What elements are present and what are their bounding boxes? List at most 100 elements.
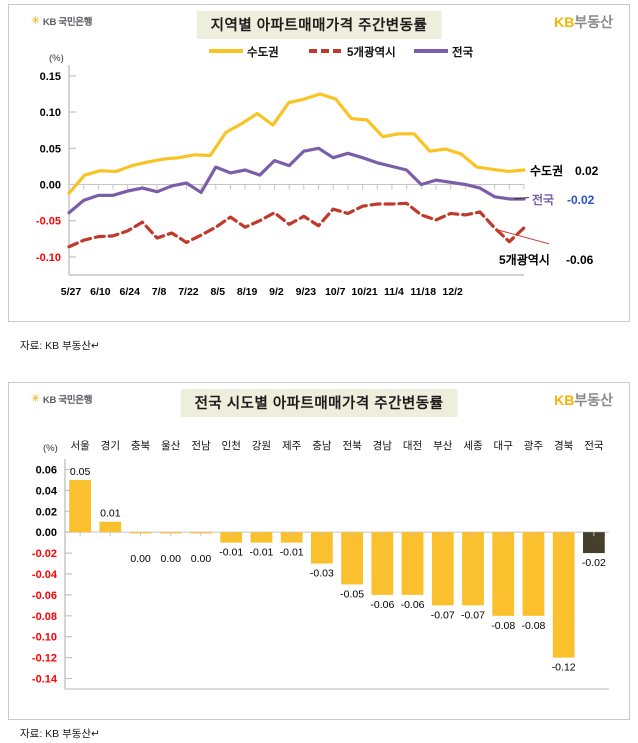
value-label-울산: 0.00	[161, 553, 182, 565]
value-label-강원: -0.01	[249, 547, 273, 559]
x-axis-label: 10/21	[351, 286, 377, 298]
bar-부산[interactable]	[431, 532, 454, 606]
value-label-서울: 0.05	[70, 466, 91, 478]
x-axis-label: 8/19	[237, 286, 258, 298]
bar-전북[interactable]	[341, 532, 363, 585]
annotation-leader-line	[513, 197, 530, 200]
annotation-name: 전국	[532, 192, 554, 207]
x-axis-label: 11/18	[410, 286, 436, 298]
bar-대전[interactable]	[401, 532, 424, 595]
line-chart-svg: (%) 0.15 0.10 0.05 0.00 -0.05 -0.10 5/27 6/10 6/2…	[36, 45, 599, 298]
x-axis-label: 7/22	[178, 286, 199, 298]
kb-brand-1-suffix: 부동산	[574, 14, 613, 30]
value-label-광주: -0.08	[521, 620, 545, 632]
line-series-0	[67, 92, 526, 195]
category-label-대구: 대구	[494, 440, 514, 452]
value-label-경남: -0.06	[370, 599, 394, 611]
value-label-제주: -0.01	[280, 547, 304, 559]
y-axis-label: 0.10	[40, 107, 61, 119]
category-label-전북: 전북	[342, 440, 362, 452]
kb-bank-logo-label: KB 국민은행	[42, 17, 93, 28]
x-axis-label: 11/4	[384, 286, 404, 298]
annotation-name: 5개광역시	[499, 252, 550, 267]
kb-brand-1: KB부동산	[554, 12, 613, 32]
y-axis-label: -0.04	[32, 569, 58, 581]
bar-chart-panel: ✳ KB 국민은행 전국 시도별 아파트매매가격 주간변동률 KB부동산 (%)…	[8, 382, 630, 720]
x-axis-label: 9/2	[269, 286, 284, 298]
panel-2-title: 전국 시도별 아파트매매가격 주간변동률	[180, 389, 458, 417]
kb-bank-logo-label-2: KB 국민은행	[42, 395, 93, 406]
panel-1-source-note: 자료: KB 부동산↵	[20, 340, 100, 352]
category-label-세종: 세종	[463, 440, 483, 452]
line-unit-label: (%)	[49, 53, 64, 64]
panel-1-header: ✳ KB 국민은행 지역별 아파트매매가격 주간변동률 KB부동산	[9, 5, 629, 39]
line-chart-legend: 수도권 5개광역시 전국	[209, 45, 474, 59]
category-label-서울: 서울	[70, 440, 90, 452]
bar-광주[interactable]	[522, 532, 545, 616]
annotation-value: -0.06	[566, 253, 594, 267]
x-axis-label: 12/2	[442, 286, 463, 298]
y-axis-label: 0.15	[40, 71, 61, 83]
bar-경남[interactable]	[371, 532, 394, 595]
y-axis-label: -0.14	[32, 674, 58, 686]
kb-brand-2-suffix: 부동산	[574, 392, 613, 408]
panel-2-header: ✳ KB 국민은행 전국 시도별 아파트매매가격 주간변동률 KB부동산	[9, 383, 629, 417]
category-label-대전: 대전	[403, 440, 422, 452]
bar-대구[interactable]	[492, 532, 515, 616]
kb-brand-2-kb: KB	[554, 392, 575, 408]
annotation-leader-line	[495, 228, 550, 245]
y-axis-label: -0.05	[36, 216, 61, 228]
bar-경기[interactable]	[99, 521, 122, 533]
x-axis-label: 10/7	[325, 286, 346, 298]
legend-label-2: 전국	[452, 45, 474, 59]
y-axis-label: 0.00	[36, 527, 57, 539]
y-axis-label: 0.05	[40, 143, 61, 155]
category-label-경기: 경기	[101, 439, 120, 452]
panel-1-title: 지역별 아파트매매가격 주간변동률	[196, 11, 442, 39]
bar-충남[interactable]	[311, 532, 333, 564]
value-label-경북: -0.12	[552, 662, 576, 674]
x-axis-label: 9/23	[296, 286, 317, 298]
line-series-2	[67, 146, 526, 215]
y-axis-label: -0.02	[32, 548, 57, 560]
annotation-sudogwon: 수도권 0.02	[530, 164, 599, 178]
bar-전국[interactable]	[583, 532, 605, 554]
line-series-1	[67, 201, 526, 249]
value-label-전국: -0.02	[582, 557, 606, 569]
category-label-충남: 충남	[312, 440, 332, 452]
annotation-value: -0.02	[567, 193, 595, 207]
y-axis-label: -0.08	[32, 611, 57, 623]
value-label-인천: -0.01	[219, 547, 243, 559]
bar-chart-svg: (%)0.060.040.020.00-0.02-0.04-0.06-0.08-…	[32, 439, 609, 690]
line-chart-area: (%) 0.15 0.10 0.05 0.00 -0.05 -0.10 5/27 6/10 6/2…	[9, 39, 629, 321]
bar-제주[interactable]	[280, 532, 303, 543]
annotation-jeonguk: 전국 -0.02	[513, 192, 595, 207]
category-label-인천: 인천	[222, 440, 241, 452]
kb-brand-2: KB부동산	[554, 390, 613, 410]
category-label-강원: 강원	[252, 440, 271, 452]
value-label-대구: -0.08	[491, 620, 515, 632]
y-axis-label: -0.06	[32, 590, 57, 602]
value-label-충북: 0.00	[130, 553, 151, 565]
category-label-충북: 충북	[131, 440, 151, 452]
bar-강원[interactable]	[250, 532, 273, 543]
bar-경북[interactable]	[552, 532, 575, 658]
category-label-경남: 경남	[373, 439, 393, 452]
category-label-전남: 전남	[191, 440, 211, 452]
bar-세종[interactable]	[462, 532, 484, 606]
kb-star-icon: ✳	[31, 14, 40, 27]
bar-인천[interactable]	[220, 532, 243, 543]
x-axis-label: 6/10	[90, 286, 111, 298]
category-label-전국: 전국	[584, 440, 604, 452]
x-axis-label: 5/27	[61, 286, 82, 298]
y-axis-label: 0.06	[36, 464, 57, 476]
value-label-경기: 0.01	[100, 508, 121, 520]
x-axis-label: 7/8	[152, 286, 167, 298]
legend-label-0: 수도권	[247, 46, 279, 59]
value-label-전남: 0.00	[191, 553, 212, 565]
category-label-제주: 제주	[282, 440, 302, 452]
kb-bank-logo-2: ✳ KB 국민은행	[31, 392, 92, 406]
annotation-5metro: 5개광역시 -0.06	[495, 228, 594, 267]
y-axis-label: -0.10	[32, 632, 57, 644]
bar-서울[interactable]	[69, 479, 91, 533]
